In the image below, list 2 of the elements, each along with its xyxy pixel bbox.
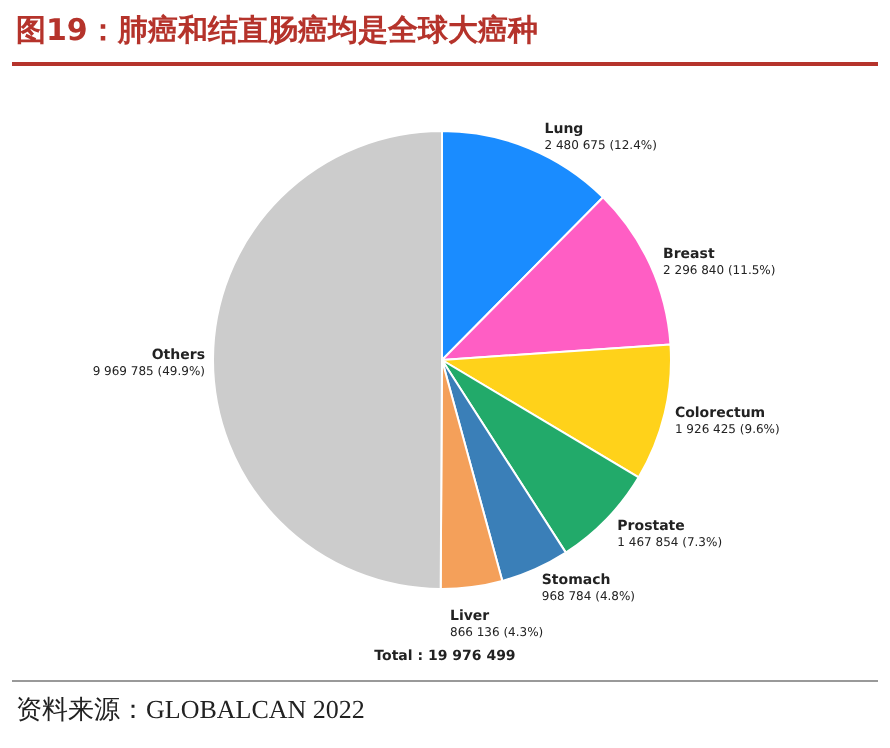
text: 资料来源：GLOBALCAN 2022 xyxy=(16,692,365,728)
chart-title: 图19：肺癌和结直肠癌均是全球大癌种 xyxy=(16,12,538,50)
